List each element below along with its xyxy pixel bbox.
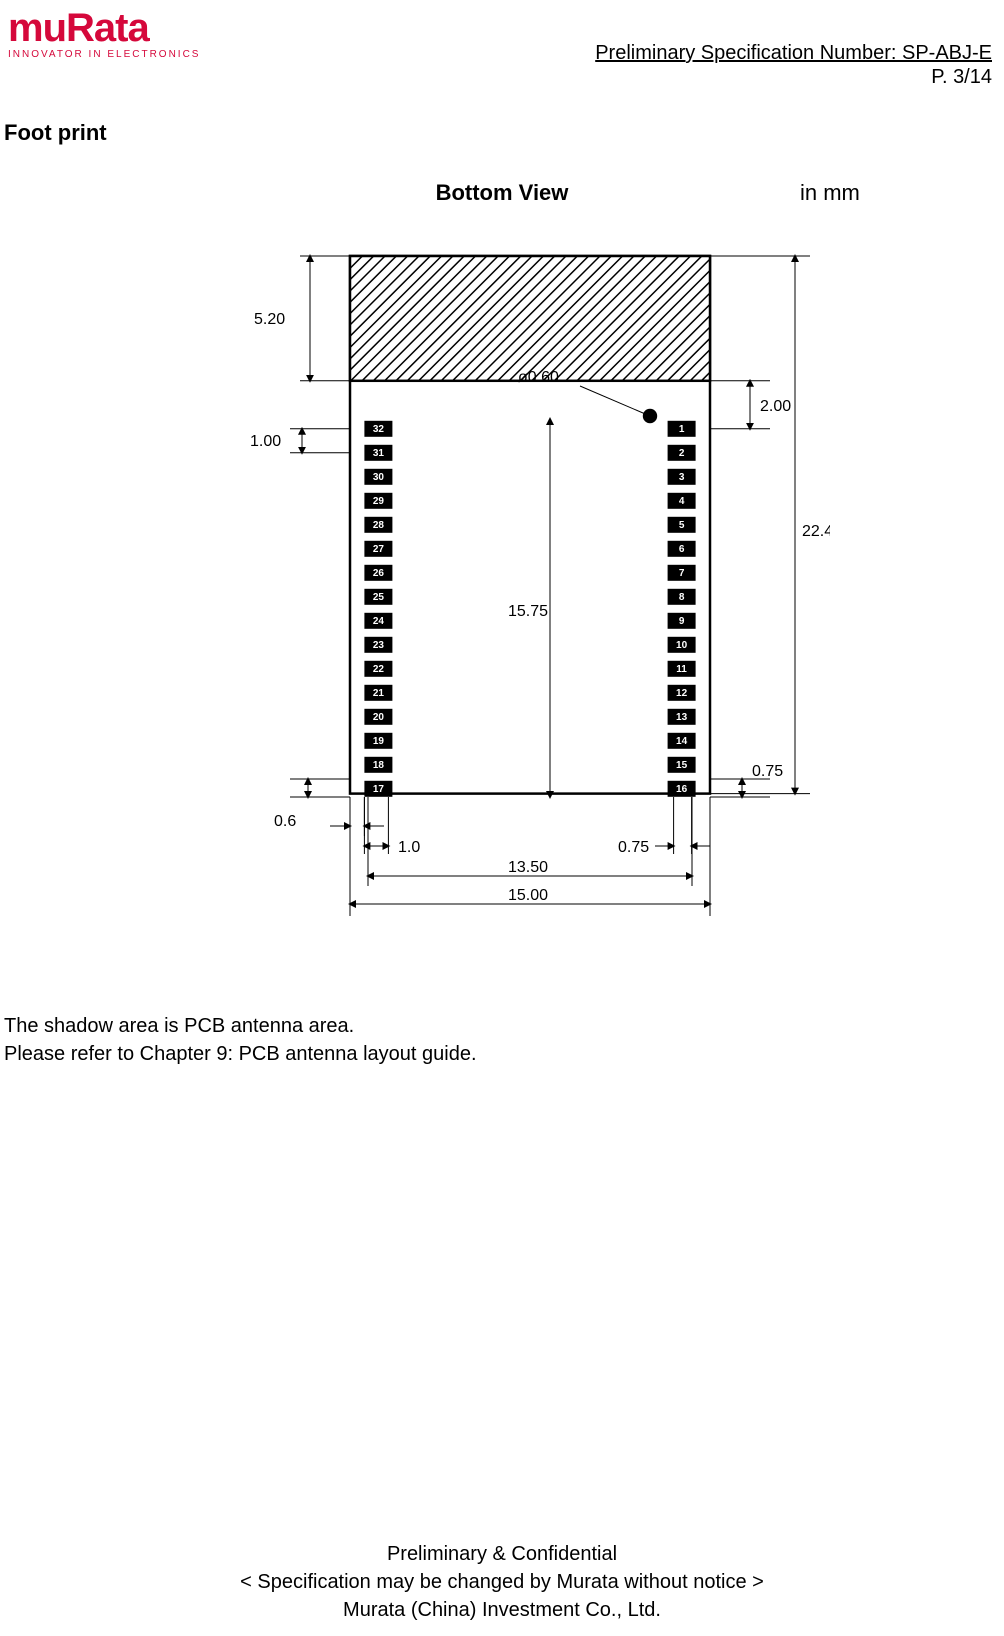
svg-text:2.00: 2.00: [760, 398, 791, 415]
pin-label-11: 11: [676, 664, 687, 675]
pin-label-19: 19: [373, 736, 385, 747]
svg-text:0.75: 0.75: [618, 839, 649, 856]
body-text: The shadow area is PCB antenna area. Ple…: [4, 1012, 477, 1068]
footer-line-2: < Specification may be changed by Murata…: [0, 1568, 1004, 1596]
pin-label-4: 4: [679, 496, 685, 507]
spec-number: Preliminary Specification Number: SP-ABJ…: [595, 42, 992, 65]
pin-label-9: 9: [679, 616, 685, 627]
pin-label-13: 13: [676, 712, 688, 723]
page-number: P. 3/14: [931, 66, 992, 89]
footprint-diagram: 3231302928272625242322212019181712345678…: [230, 236, 830, 956]
unit-label: in mm: [800, 180, 860, 206]
section-title: Foot print: [4, 120, 107, 146]
pin-label-22: 22: [373, 664, 385, 675]
pin-label-7: 7: [679, 568, 685, 579]
dim-pitch: 1.00: [250, 429, 350, 453]
pin-label-8: 8: [679, 592, 685, 603]
svg-text:1.0: 1.0: [398, 839, 420, 856]
svg-text:0.75: 0.75: [752, 763, 783, 780]
page-footer: Preliminary & Confidential < Specificati…: [0, 1540, 1004, 1624]
pin-label-14: 14: [676, 736, 688, 747]
svg-text:ø0.60: ø0.60: [518, 369, 559, 386]
pin-label-10: 10: [676, 640, 688, 651]
body-line-2: Please refer to Chapter 9: PCB antenna l…: [4, 1040, 477, 1068]
pin-label-17: 17: [373, 784, 385, 795]
pin-label-26: 26: [373, 568, 385, 579]
svg-text:15.75: 15.75: [508, 603, 548, 620]
svg-text:0.6: 0.6: [274, 813, 296, 830]
pin-label-32: 32: [373, 424, 385, 435]
pin-label-12: 12: [676, 688, 688, 699]
dim-pad-h-right: 0.75: [710, 763, 783, 797]
dim-pad-gap: 0.75: [618, 797, 710, 856]
pin-label-31: 31: [373, 448, 385, 459]
pin-label-1: 1: [679, 424, 685, 435]
murata-logo: muRata INNOVATOR IN ELECTRONICS: [8, 6, 200, 60]
pin-label-29: 29: [373, 496, 385, 507]
pin-label-5: 5: [679, 520, 685, 531]
pin-label-15: 15: [676, 760, 688, 771]
pin-label-25: 25: [373, 592, 385, 603]
antenna-area: [350, 256, 710, 381]
svg-text:1.00: 1.00: [250, 433, 281, 450]
body-line-1: The shadow area is PCB antenna area.: [4, 1012, 477, 1040]
svg-text:5.20: 5.20: [254, 311, 285, 328]
dim-pin1-top: 2.00: [710, 381, 791, 429]
pin-label-30: 30: [373, 472, 385, 483]
pin-label-2: 2: [679, 448, 685, 459]
dim-antenna-h: 5.20: [254, 256, 350, 381]
dim-total-h: 22.40: [710, 256, 830, 794]
dim-col-h: 15.75: [508, 419, 550, 797]
pin-label-23: 23: [373, 640, 385, 651]
logo-tagline: INNOVATOR IN ELECTRONICS: [8, 49, 200, 60]
page: muRata INNOVATOR IN ELECTRONICS Prelimin…: [0, 0, 1004, 1636]
svg-text:15.00: 15.00: [508, 887, 548, 904]
footer-line-1: Preliminary & Confidential: [0, 1540, 1004, 1568]
svg-text:13.50: 13.50: [508, 859, 548, 876]
pin-label-27: 27: [373, 544, 385, 555]
footer-line-3: Murata (China) Investment Co., Ltd.: [0, 1596, 1004, 1624]
pin-label-24: 24: [373, 616, 385, 627]
pin-label-18: 18: [373, 760, 385, 771]
pin-label-20: 20: [373, 712, 385, 723]
pin-label-16: 16: [676, 784, 688, 795]
svg-text:22.40: 22.40: [802, 523, 830, 540]
pin-label-21: 21: [373, 688, 385, 699]
dim-outer-w: 15.00: [350, 797, 710, 916]
logo-brand: muRata: [8, 6, 200, 51]
pin-label-6: 6: [679, 544, 685, 555]
pin-label-3: 3: [679, 472, 685, 483]
pin-label-28: 28: [373, 520, 385, 531]
